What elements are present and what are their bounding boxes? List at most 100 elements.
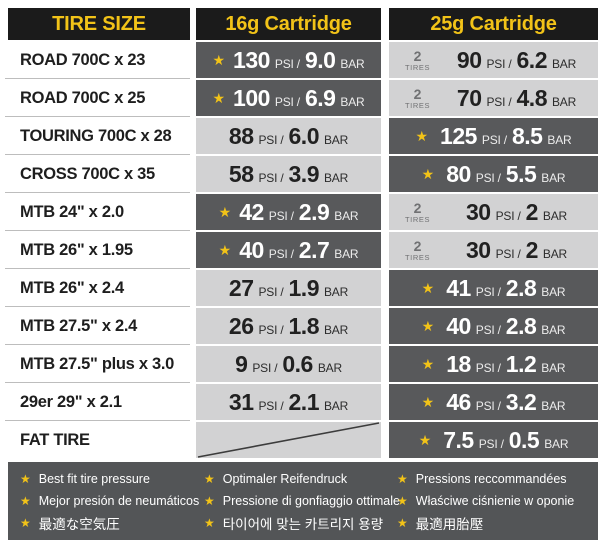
table-row: ROAD 700C x 25 ★ 100 PSI / 6.9 BAR 2 TIRES 70 P…: [5, 80, 598, 118]
psi-value: 40: [239, 236, 264, 263]
psi-value: 58: [228, 160, 254, 187]
bar-unit-label: BAR: [541, 360, 566, 375]
best-fit-star-icon: ★: [20, 516, 31, 530]
pressure-cell-16g: 26 PSI / 1.8 BAR: [196, 308, 381, 344]
legend-text: 最適用胎壓: [415, 517, 484, 532]
pressure-value: 100 PSI / 6.9 BAR: [233, 84, 365, 111]
psi-value: 18: [446, 350, 471, 377]
pressure-value: 30 PSI / 2 BAR: [466, 236, 567, 263]
best-fit-star-icon: ★: [421, 280, 435, 296]
legend-line: ★ Pressions reccommandées: [397, 468, 598, 490]
pressure-value: 42 PSI / 2.9 BAR: [239, 200, 359, 224]
bar-value: 1.8: [288, 312, 320, 339]
bar-unit-label: BAR: [334, 208, 359, 223]
two-tires-count: 2: [413, 47, 422, 64]
psi-value: 30: [466, 236, 491, 263]
pressure-cell-16g: 31 PSI / 2.1 BAR: [196, 384, 381, 420]
best-fit-star-icon: ★: [204, 472, 215, 486]
best-fit-star-icon: ★: [421, 394, 435, 410]
bar-unit-label: BAR: [317, 360, 342, 375]
psi-unit-label: PSI /: [274, 94, 300, 109]
table-row: MTB 26" x 2.4 27 PSI / 1.9 BAR ★ 41 PSI / 2.8 B…: [5, 270, 598, 308]
legend-text: Pressions reccommandées: [415, 472, 567, 486]
pressure-cell-16g: ★ 42 PSI / 2.9 BAR: [196, 194, 381, 230]
two-tires-badge: 2 TIRES: [405, 201, 430, 224]
pressure-value: 31 PSI / 2.1 BAR: [228, 388, 348, 415]
bar-unit-label: BAR: [324, 132, 349, 147]
psi-unit-label: PSI /: [258, 322, 284, 337]
best-fit-star-icon: ★: [397, 472, 408, 486]
psi-unit-label: PSI /: [475, 284, 501, 299]
psi-value: 31: [228, 388, 254, 415]
psi-unit-label: PSI /: [475, 170, 501, 185]
two-tires-count: 2: [413, 85, 422, 102]
psi-unit-label: PSI /: [268, 246, 294, 261]
tire-size-cell: FAT TIRE: [8, 422, 190, 459]
two-tires-label: TIRES: [405, 252, 431, 262]
bar-unit-label: BAR: [324, 322, 349, 337]
table-row: 29er 29" x 2.1 31 PSI / 2.1 BAR ★ 46 PSI / 3.2…: [5, 384, 598, 422]
pressure-cell-25g: 2 TIRES 70 PSI / 4.8 BAR: [389, 80, 598, 116]
psi-unit-label: PSI /: [486, 94, 512, 109]
legend-footer: ★ Best fit tire pressure ★ Mejor presión de…: [8, 462, 598, 540]
bar-unit-label: BAR: [542, 246, 567, 261]
psi-unit-label: PSI /: [252, 360, 278, 375]
psi-unit-label: PSI /: [478, 436, 504, 451]
pressure-value: 58 PSI / 3.9 BAR: [228, 160, 348, 187]
pressure-value: 27 PSI / 1.9 BAR: [229, 276, 348, 300]
psi-unit-label: PSI /: [475, 322, 501, 337]
not-applicable-diagonal-line: [197, 422, 380, 458]
bar-value: 2.8: [505, 312, 537, 339]
best-fit-star-icon: ★: [20, 494, 31, 508]
table-header-row: TIRE SIZE 16g Cartridge 25g Cartridge: [8, 8, 598, 40]
legend-line: ★ 타이어에 맞는 카트리지 용량: [204, 512, 389, 534]
psi-value: 70: [456, 84, 482, 111]
header-tire-size: TIRE SIZE: [8, 8, 190, 40]
psi-unit-label: PSI /: [475, 398, 501, 413]
psi-value: 40: [446, 312, 471, 339]
legend-line: ★ 最適な空気圧: [20, 512, 196, 534]
pressure-cell-16g: ★ 130 PSI / 9.0 BAR: [196, 42, 381, 78]
pressure-value: 40 PSI / 2.7 BAR: [239, 236, 359, 263]
pressure-cell-25g: 2 TIRES 90 PSI / 6.2 BAR: [389, 42, 598, 78]
table-row: FAT TIRE ★ 7.5 PSI / 0.5 BAR: [8, 422, 598, 460]
bar-value: 0.5: [508, 426, 540, 453]
psi-value: 9: [235, 350, 248, 377]
bar-value: 3.9: [288, 160, 320, 187]
pressure-cell-25g: ★ 40 PSI / 2.8 BAR: [389, 308, 598, 344]
bar-value: 2.1: [288, 388, 320, 415]
best-fit-star-icon: ★: [20, 472, 31, 486]
tire-size-cell: CROSS 700C x 35: [5, 156, 190, 193]
two-tires-label: TIRES: [405, 214, 431, 224]
bar-value: 1.2: [505, 350, 537, 377]
bar-value: 5.5: [505, 160, 537, 187]
bar-unit-label: BAR: [552, 56, 577, 71]
psi-unit-label: PSI /: [258, 398, 284, 413]
psi-unit-label: PSI /: [258, 132, 284, 147]
pressure-value: 26 PSI / 1.8 BAR: [229, 312, 349, 339]
pressure-cell-16g: 27 PSI / 1.9 BAR: [196, 270, 381, 306]
bar-value: 4.8: [516, 84, 548, 111]
pressure-cell-25g: ★ 41 PSI / 2.8 BAR: [389, 270, 598, 306]
pressure-value: 125 PSI / 8.5 BAR: [440, 124, 572, 148]
psi-value: 30: [466, 198, 491, 225]
bar-value: 6.9: [304, 84, 336, 111]
two-tires-count: 2: [413, 199, 422, 216]
pressure-value: 18 PSI / 1.2 BAR: [446, 350, 566, 377]
header-25g-cartridge: 25g Cartridge: [389, 8, 598, 40]
legend-column-2: ★ Optimaler Reifendruck ★ Pressione di gonf…: [196, 468, 400, 534]
pressure-value: 90 PSI / 6.2 BAR: [457, 48, 577, 72]
pressure-cell-16g: 58 PSI / 3.9 BAR: [196, 156, 381, 192]
tire-size-cell: 29er 29" x 2.1: [5, 384, 190, 421]
two-tires-badge: 2 TIRES: [405, 239, 430, 262]
tire-size-cell: ROAD 700C x 25: [5, 80, 190, 117]
psi-value: 7.5: [443, 426, 474, 453]
table-row: MTB 24" x 2.0 ★ 42 PSI /2.9 BAR 2 TIRES 30 PSI…: [5, 194, 598, 232]
bar-unit-label: BAR: [541, 398, 566, 413]
bar-unit-label: BAR: [542, 208, 567, 223]
table-body: ROAD 700C x 23 ★ 130 PSI /9.0 BAR 2 TIRES 90 P…: [5, 42, 598, 460]
pressure-value: 30 PSI / 2 BAR: [466, 198, 567, 225]
pressure-cell-16g: 9 PSI / 0.6 BAR: [196, 346, 381, 382]
bar-unit-label: BAR: [334, 246, 359, 261]
